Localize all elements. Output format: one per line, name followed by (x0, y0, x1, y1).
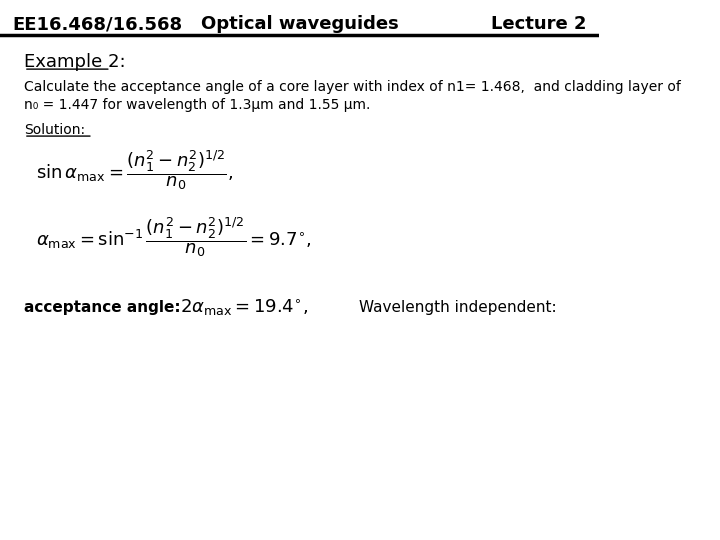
Text: Example 2:: Example 2: (24, 53, 125, 71)
Text: Wavelength independent:: Wavelength independent: (359, 300, 557, 315)
Text: $2\alpha_{\mathrm{max}} = 19.4^{\circ},$: $2\alpha_{\mathrm{max}} = 19.4^{\circ},$ (180, 298, 307, 318)
Text: $\sin\alpha_{\mathrm{max}} = \dfrac{(n_1^2 - n_2^2)^{1/2}}{n_0},$: $\sin\alpha_{\mathrm{max}} = \dfrac{(n_1… (36, 148, 233, 192)
Text: Calculate the acceptance angle of a core layer with index of n1= 1.468,  and cla: Calculate the acceptance angle of a core… (24, 80, 681, 94)
Text: EE16.468/16.568: EE16.468/16.568 (12, 15, 182, 33)
Text: $\alpha_{\mathrm{max}} = \sin^{-1}\dfrac{(n_1^2 - n_2^2)^{1/2}}{n_0} = 9.7^{\cir: $\alpha_{\mathrm{max}} = \sin^{-1}\dfrac… (36, 215, 312, 260)
Text: n₀ = 1.447 for wavelength of 1.3μm and 1.55 μm.: n₀ = 1.447 for wavelength of 1.3μm and 1… (24, 98, 370, 112)
Text: Solution:: Solution: (24, 123, 85, 137)
Text: Lecture 2: Lecture 2 (491, 15, 587, 33)
Text: acceptance angle:: acceptance angle: (24, 300, 181, 315)
Text: Optical waveguides: Optical waveguides (201, 15, 398, 33)
